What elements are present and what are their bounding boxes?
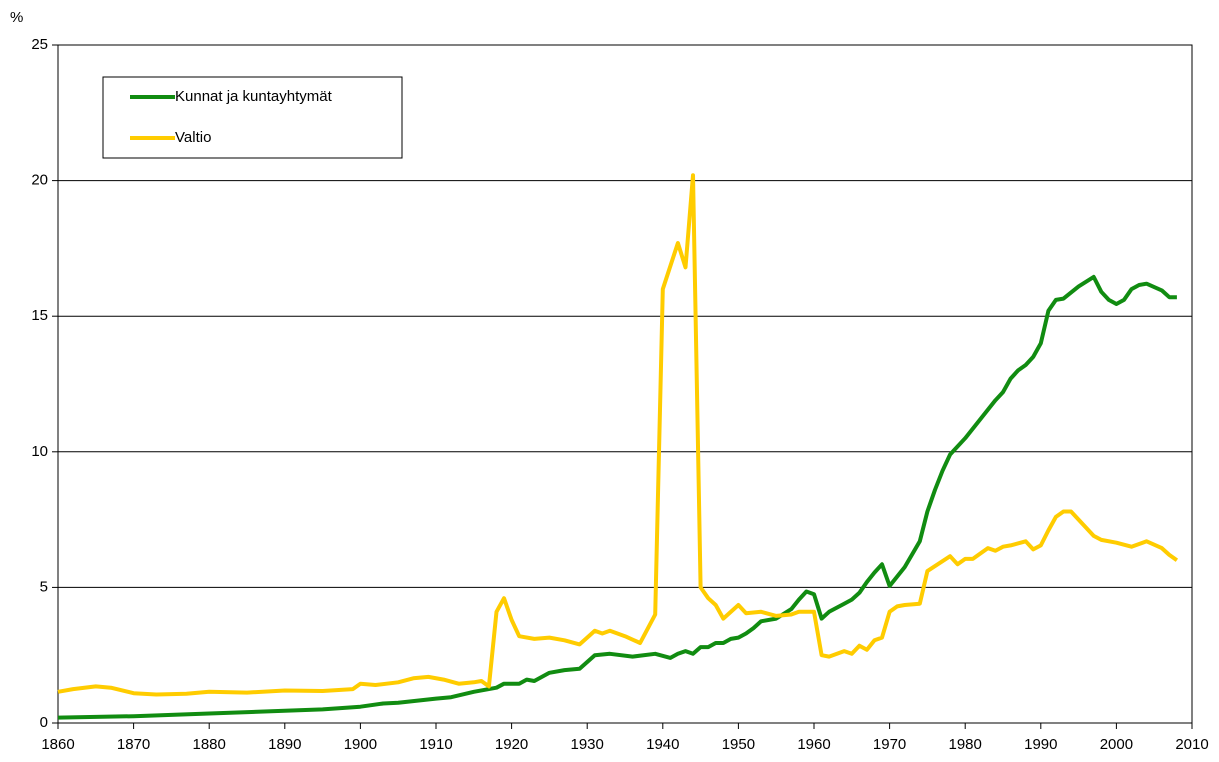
x-tick-label: 1860 bbox=[41, 736, 74, 753]
y-tick-label: 10 bbox=[31, 443, 48, 460]
x-tick-label: 1900 bbox=[344, 736, 377, 753]
legend-box bbox=[102, 76, 403, 159]
y-tick-label: 0 bbox=[40, 714, 48, 731]
x-tick-label: 1980 bbox=[949, 736, 982, 753]
x-tick-label: 1970 bbox=[873, 736, 906, 753]
x-tick-label: 2010 bbox=[1175, 736, 1208, 753]
x-tick-label: 1870 bbox=[117, 736, 150, 753]
y-tick-label: 15 bbox=[31, 307, 48, 324]
x-tick-label: 1880 bbox=[193, 736, 226, 753]
x-tick-label: 1920 bbox=[495, 736, 528, 753]
legend-label: Valtio bbox=[175, 129, 211, 146]
x-tick-label: 1930 bbox=[571, 736, 604, 753]
data-line bbox=[57, 173, 1179, 697]
x-tick-label: 2000 bbox=[1100, 736, 1133, 753]
x-tick-label: 1890 bbox=[268, 736, 301, 753]
x-tick-label: 1960 bbox=[797, 736, 830, 753]
y-axis-label: % bbox=[10, 9, 23, 26]
x-tick-label: 1950 bbox=[722, 736, 755, 753]
x-tick-label: 1940 bbox=[646, 736, 679, 753]
data-line bbox=[57, 274, 1177, 720]
y-tick-label: 20 bbox=[31, 172, 48, 189]
y-tick-label: 5 bbox=[40, 578, 48, 595]
legend-label: Kunnat ja kuntayhtymät bbox=[175, 88, 333, 105]
x-tick-label: 1990 bbox=[1024, 736, 1057, 753]
y-tick-label: 25 bbox=[31, 36, 48, 53]
x-tick-label: 1910 bbox=[419, 736, 452, 753]
